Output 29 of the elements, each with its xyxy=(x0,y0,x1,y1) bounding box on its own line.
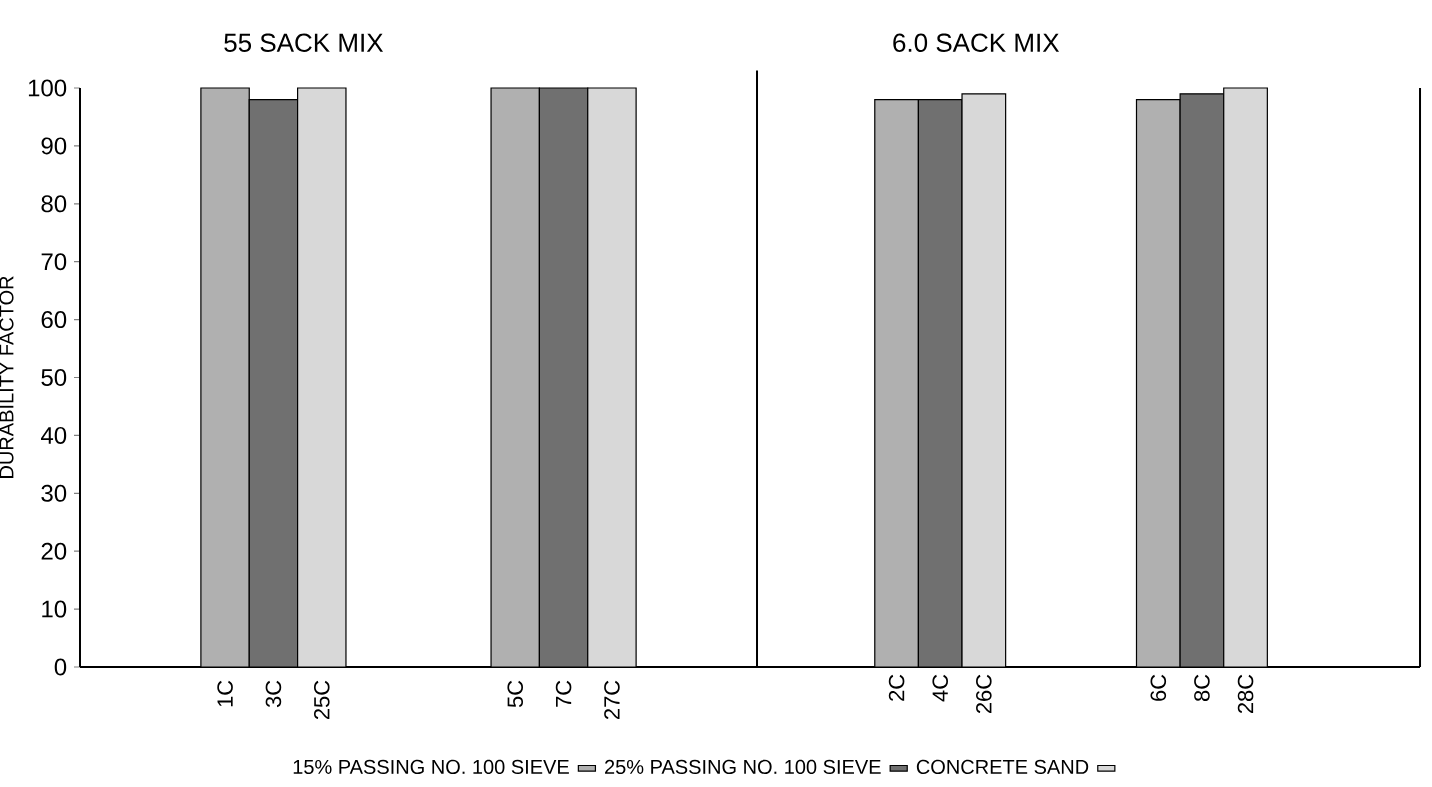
y-tick-label: 60 xyxy=(41,311,67,329)
x-tick-label: 27C xyxy=(604,680,620,720)
x-tick-label: 4C xyxy=(932,674,948,702)
x-tick-label: 3C xyxy=(265,680,282,708)
x-tick-label: 25C xyxy=(313,680,330,720)
y-tick-label: 90 xyxy=(41,137,67,155)
y-tick-label: 100 xyxy=(28,79,67,97)
chart-title: 55 SACK MIX xyxy=(224,33,384,52)
y-axis-title: DURABILITY FACTOR xyxy=(0,276,14,478)
x-tick-label: 2C xyxy=(888,674,905,701)
x-tick-label: 26C xyxy=(976,674,992,714)
y-tick-label: 30 xyxy=(41,484,67,502)
legend-label: 25% PASSING NO. 100 SIEVE xyxy=(605,759,881,774)
y-tick-label: 10 xyxy=(42,600,67,618)
chart-title: 6.0 SACK MIX xyxy=(893,33,1060,52)
x-tick-label: 8C xyxy=(1194,674,1210,702)
x-tick-label: 28C xyxy=(1237,674,1254,714)
y-tick-label: 70 xyxy=(41,253,67,271)
legend-label: 15% PASSING NO. 100 SIEVE xyxy=(293,759,569,774)
x-tick-label: 1C xyxy=(217,680,233,707)
x-tick-label: 7C xyxy=(555,680,572,707)
y-tick-label: 40 xyxy=(40,426,67,444)
legend-label: CONCRETE SAND xyxy=(916,759,1089,774)
y-tick-label: 50 xyxy=(41,369,67,386)
y-tick-label: 0 xyxy=(54,658,67,676)
y-tick-label: 80 xyxy=(41,195,67,213)
x-tick-label: 6C xyxy=(1150,674,1167,701)
x-tick-label: 5C xyxy=(507,680,524,708)
y-tick-label: 20 xyxy=(41,542,67,560)
